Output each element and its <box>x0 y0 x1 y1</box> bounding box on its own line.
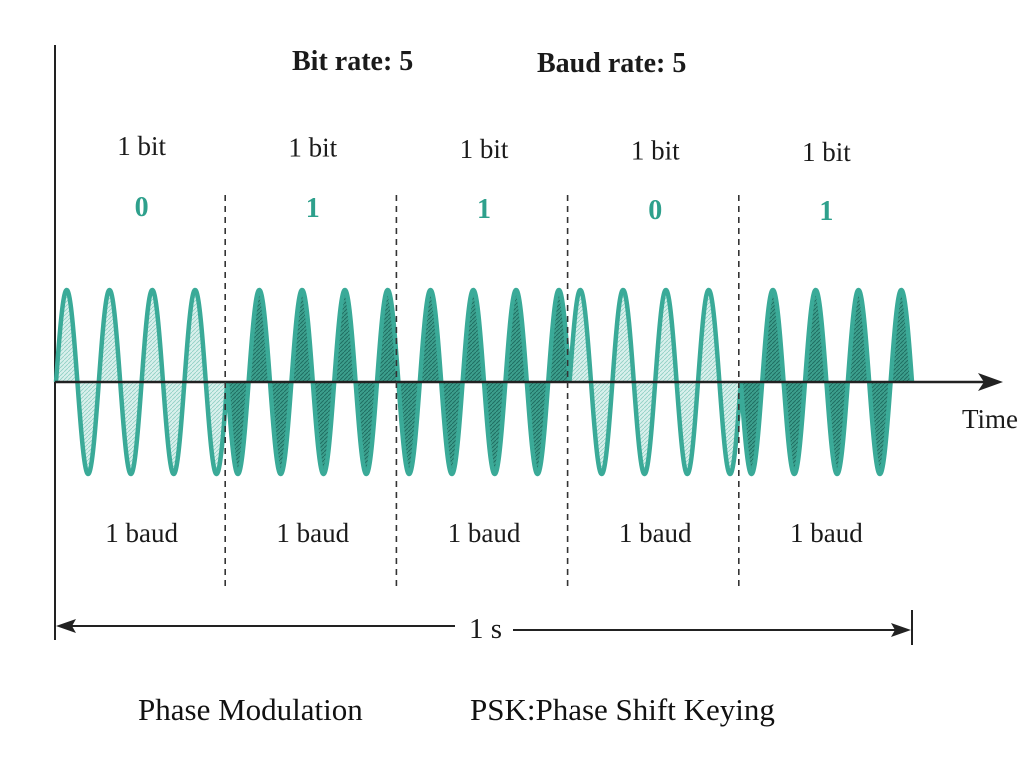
caption-phase-modulation: Phase Modulation <box>138 692 363 727</box>
baud-label-4: 1 baud <box>619 518 692 548</box>
bit-rate-label: Bit rate: 5 <box>292 46 413 77</box>
bit-value-1: 0 <box>135 192 149 223</box>
bit-label-3: 1 bit <box>460 134 509 164</box>
bit-value-3: 1 <box>477 194 491 225</box>
bit-value-2: 1 <box>306 193 320 224</box>
bit-labels: 1 bit 0 1 baud 1 bit 1 1 baud 1 bit 1 1 baud 1 bi… <box>105 131 863 548</box>
bit-value-5: 1 <box>819 196 833 227</box>
time-axis-arrowhead <box>978 373 1003 391</box>
baud-label-1: 1 baud <box>105 518 178 548</box>
baud-rate-label: Baud rate: 5 <box>537 48 686 79</box>
bit-label-2: 1 bit <box>288 133 337 163</box>
bit-value-4: 0 <box>648 195 662 226</box>
duration-label: 1 s <box>469 613 502 645</box>
caption-psk: PSK:Phase Shift Keying <box>470 692 775 727</box>
baud-label-3: 1 baud <box>448 518 521 548</box>
time-axis-label: Time <box>962 404 1018 434</box>
baud-label-5: 1 baud <box>790 518 863 548</box>
baud-label-2: 1 baud <box>276 518 349 548</box>
duration-arrowhead-right <box>891 623 911 637</box>
bit-label-1: 1 bit <box>117 131 166 161</box>
bit-label-5: 1 bit <box>802 137 851 167</box>
bit-label-4: 1 bit <box>631 136 680 166</box>
duration-arrowhead-left <box>56 619 76 633</box>
